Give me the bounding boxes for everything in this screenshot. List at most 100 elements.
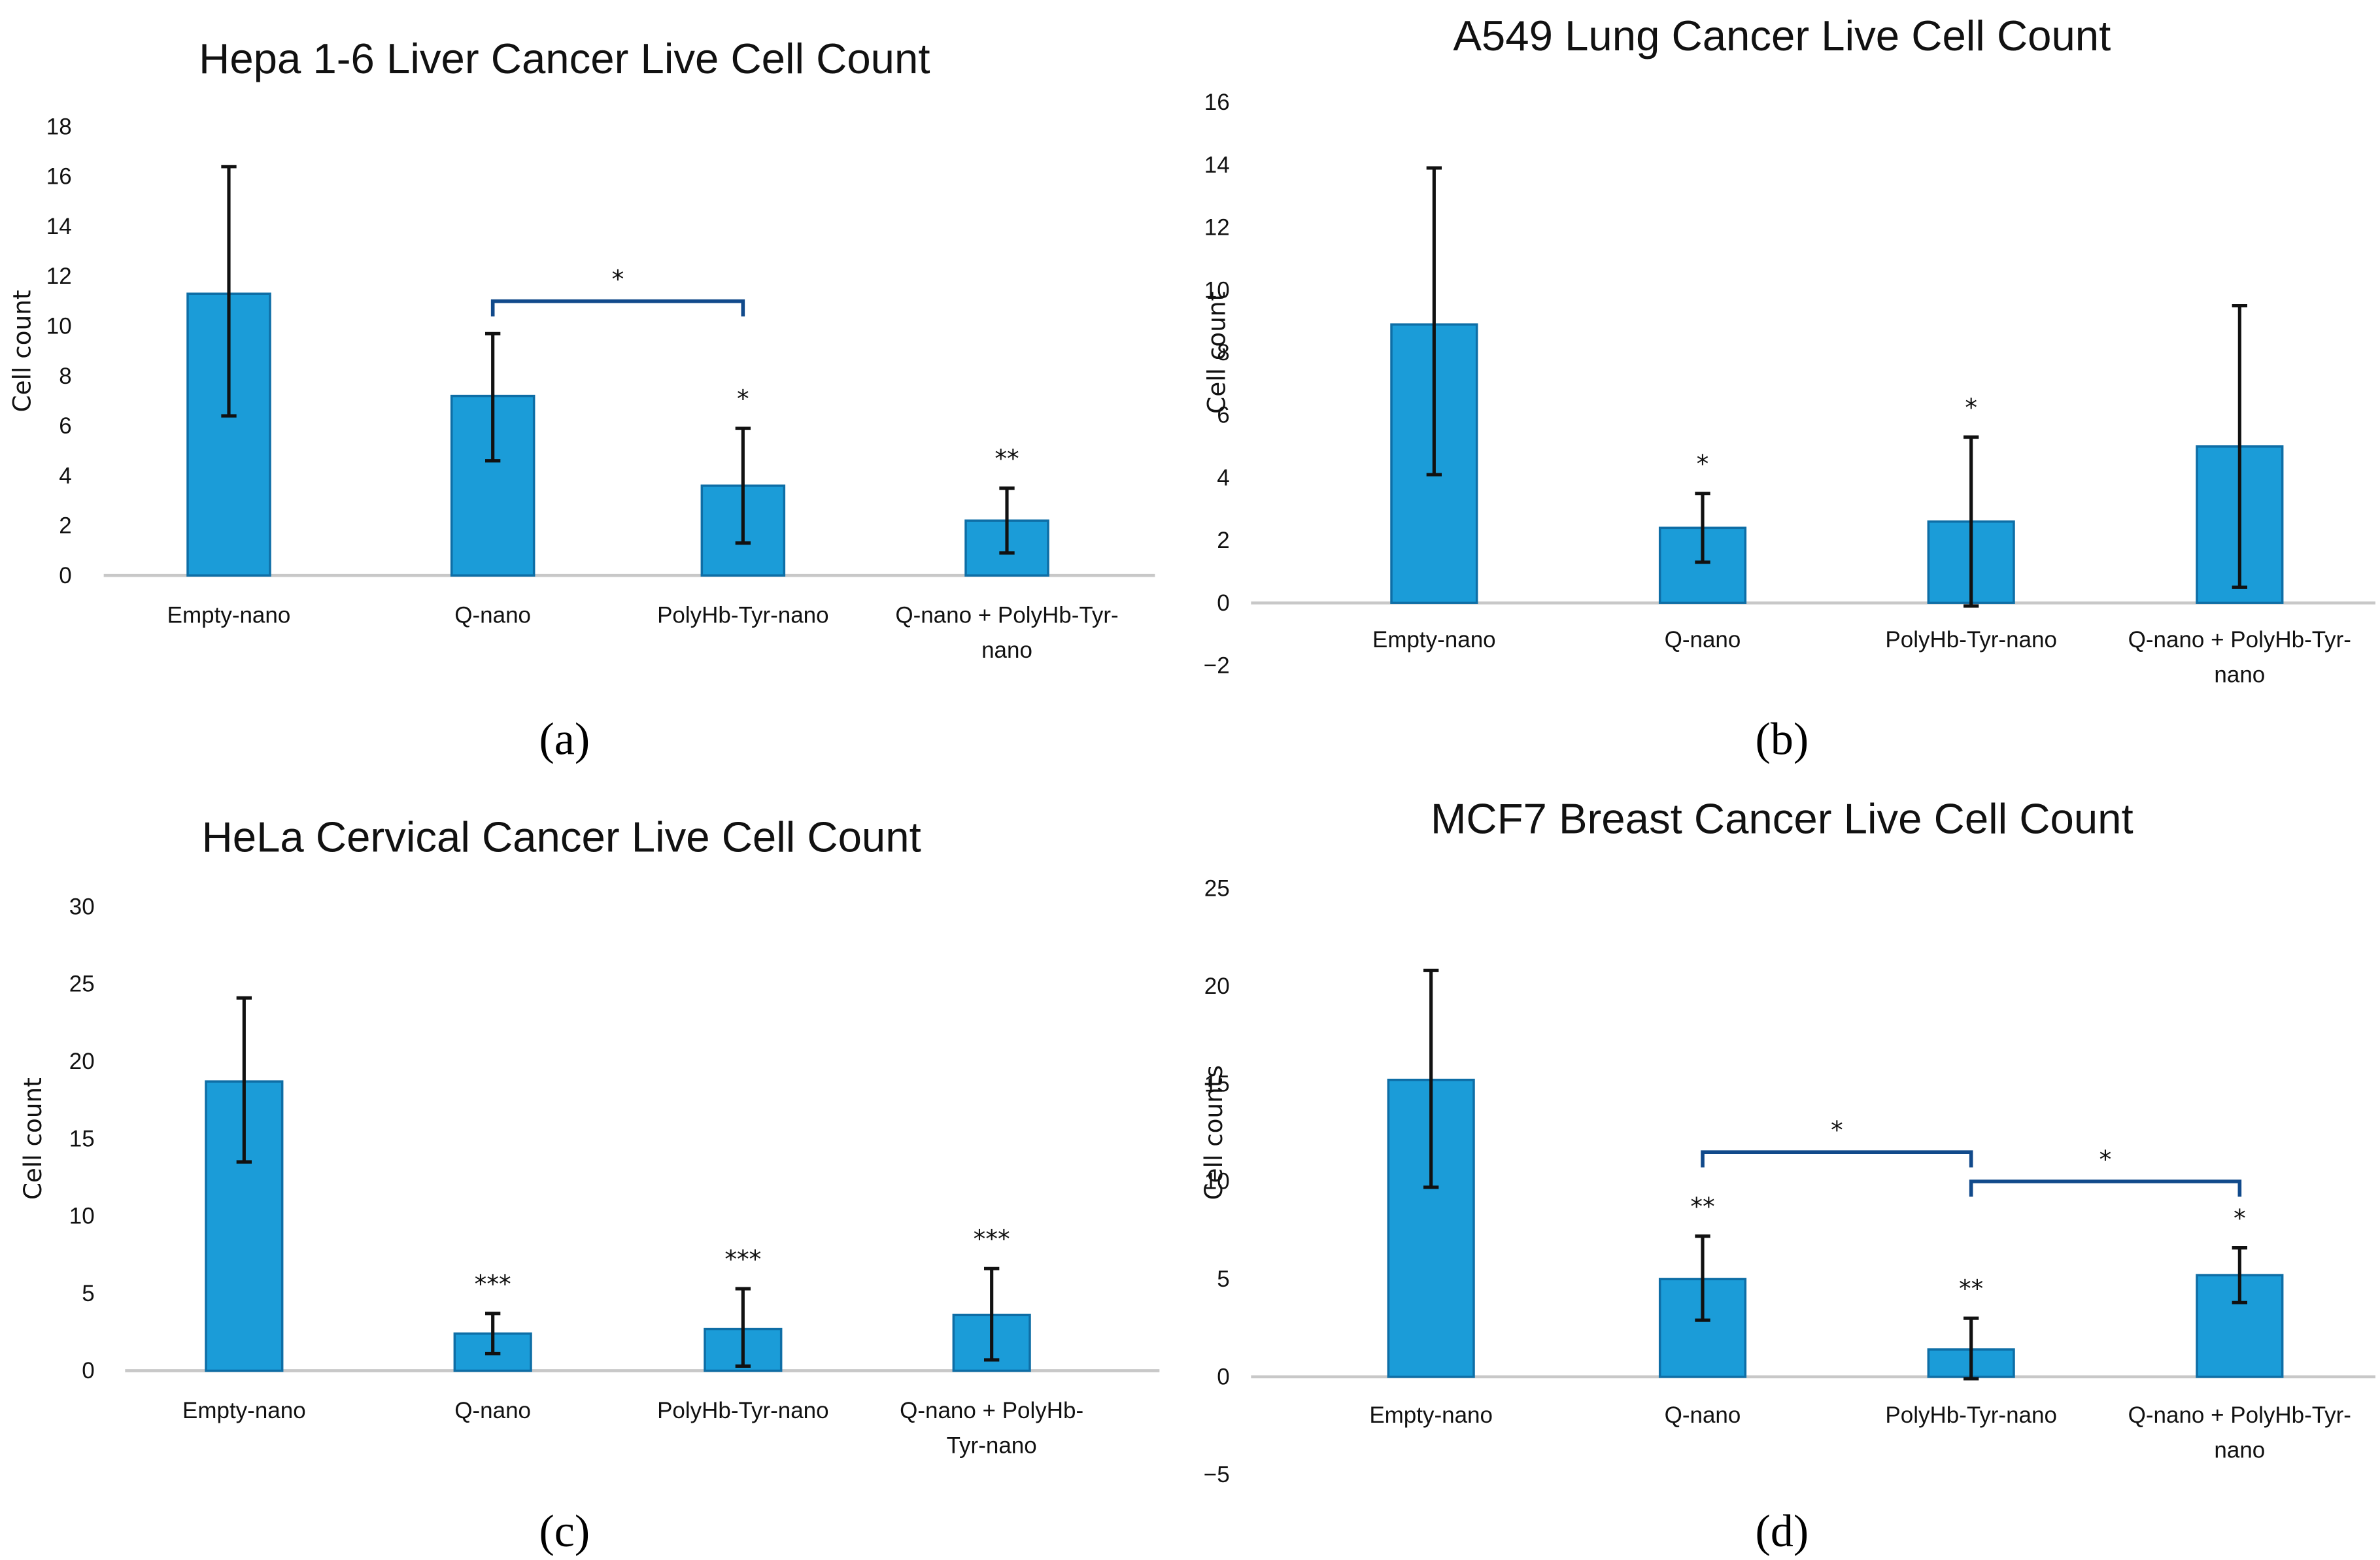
error-bar [221,165,237,418]
error-bar [999,486,1015,555]
y-tick-label: 6 [59,413,71,439]
y-tick-label: −2 [1204,653,1230,679]
x-category-label: PolyHb-Tyr-nano [1885,627,2057,653]
y-tick-label: 4 [59,463,71,488]
error-bar [1426,166,1442,477]
significance-marker: *** [724,1244,761,1273]
x-category-label: Empty-nano [182,1398,306,1423]
y-tick-label: 14 [1204,152,1230,178]
y-axis-label: Cell count [18,1077,47,1200]
y-tick-label: 30 [69,894,95,919]
chart-title: HeLa Cervical Cancer Live Cell Count [202,813,921,861]
y-tick-label: 8 [59,364,71,389]
y-tick-label: 15 [1204,1071,1230,1096]
chart-c-hela: HeLa Cervical Cancer Live Cell Count Cell… [18,813,1160,1557]
bracket-significance-marker: * [1831,1115,1843,1144]
y-tick-label: 12 [46,263,72,289]
significance-marker: ** [1690,1192,1714,1221]
error-bar [2232,1246,2247,1304]
chart-title: A549 Lung Cancer Live Cell Count [1453,12,2111,59]
x-category-label: nano [2214,1438,2265,1463]
error-bar [485,1312,501,1356]
significance-bracket [490,299,745,317]
significance-bracket [1969,1179,2242,1197]
y-tick-label: 0 [1217,590,1229,616]
panel-label: (c) [539,1506,590,1557]
y-tick-label: 18 [46,114,72,139]
y-tick-label: −5 [1204,1462,1230,1487]
x-category-label: Q-nano [1665,1402,1741,1428]
error-bar [485,331,501,463]
x-category-label: Q-nano [1665,627,1741,653]
x-category-label: Tyr-nano [947,1433,1037,1459]
significance-bracket [1701,1150,1973,1168]
x-category-label: Q-nano + PolyHb-Tyr- [895,603,1118,628]
x-category-label: Q-nano + PolyHb- [900,1398,1083,1423]
y-tick-label: 6 [1217,403,1229,428]
x-category-label: Q-nano + PolyHb-Tyr- [2128,1402,2351,1428]
y-tick-label: 15 [69,1126,95,1151]
significance-marker: *** [974,1225,1010,1253]
error-bar [1695,1234,1710,1322]
bracket-significance-marker: * [2100,1145,2112,1174]
chart-d-mcf7: MCF7 Breast Cancer Live Cell Count Cell c… [1199,795,2376,1557]
y-tick-label: 10 [1204,277,1230,303]
error-bar [2232,303,2247,589]
significance-marker: * [1965,393,1977,422]
x-category-label: Empty-nano [167,603,291,628]
y-tick-label: 16 [46,164,72,190]
y-tick-label: 12 [1204,215,1230,241]
x-category-label: Q-nano [454,603,531,628]
panel-label: (b) [1756,714,1809,764]
bracket-significance-marker: * [612,265,624,294]
error-bar [236,996,252,1164]
x-category-label: Empty-nano [1372,627,1496,653]
y-tick-label: 5 [82,1281,94,1306]
y-tick-label: 0 [1217,1365,1229,1390]
x-category-label: PolyHb-Tyr-nano [657,603,829,628]
x-category-label: PolyHb-Tyr-nano [1885,1402,2057,1428]
y-tick-label: 2 [59,513,71,539]
x-category-label: Q-nano + PolyHb-Tyr- [2128,627,2351,653]
y-tick-label: 5 [1217,1266,1229,1292]
x-category-label: PolyHb-Tyr-nano [657,1398,829,1423]
y-tick-label: 25 [1204,875,1230,901]
chart-title: MCF7 Breast Cancer Live Cell Count [1431,795,2134,843]
y-tick-label: 14 [46,214,72,239]
y-axis-label: Cell count [1202,292,1231,414]
y-tick-label: 0 [82,1358,94,1383]
x-category-label: nano [2214,662,2265,688]
error-bar [984,1266,1000,1362]
error-bar [735,1287,751,1368]
y-tick-label: 4 [1217,465,1229,490]
y-tick-label: 2 [1217,528,1229,553]
panel-label: (a) [539,714,590,764]
y-tick-label: 16 [1204,90,1230,115]
significance-marker: ** [1959,1274,1983,1302]
panel-label: (d) [1756,1506,1809,1557]
y-tick-label: 8 [1217,340,1229,365]
significance-marker: ** [994,444,1019,473]
error-bar [1964,1316,1979,1381]
y-tick-label: 25 [69,972,95,997]
error-bar [1695,492,1710,564]
y-tick-label: 10 [1204,1169,1230,1195]
significance-marker: *** [475,1269,511,1298]
significance-marker: * [2234,1204,2246,1232]
y-axis-label: Cell counts [1199,1065,1228,1200]
y-tick-label: 0 [59,563,71,588]
y-tick-label: 10 [46,313,72,339]
chart-b-a549: A549 Lung Cancer Live Cell Count Cell cou… [1202,12,2376,764]
error-bar [1964,435,1979,608]
error-bar [735,426,751,545]
x-category-label: nano [981,637,1032,663]
significance-marker: * [737,384,749,413]
error-bar [1423,968,1439,1189]
y-tick-label: 20 [69,1049,95,1074]
x-category-label: Empty-nano [1369,1402,1493,1428]
chart-title: Hepa 1-6 Liver Cancer Live Cell Count [199,35,930,82]
y-tick-label: 10 [69,1204,95,1229]
y-axis-label: Cell count [8,290,37,412]
y-tick-label: 20 [1204,974,1230,999]
